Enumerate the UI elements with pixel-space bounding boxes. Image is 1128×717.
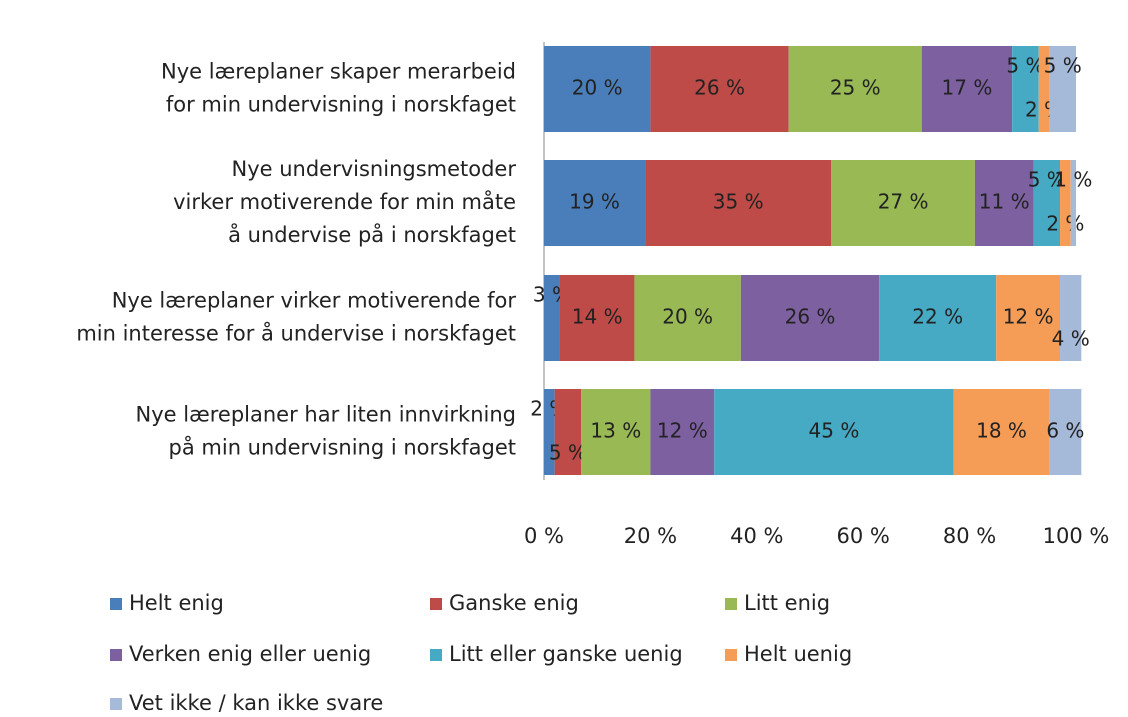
value-label: 5 % [1006,54,1044,78]
bar-segment [1070,160,1076,246]
value-label: 26 % [785,305,836,329]
bar-segment [634,275,741,361]
bar-segment [974,160,1034,246]
bar-segment [1012,46,1039,132]
bar-segment [831,160,975,246]
x-tick-label: 60 % [837,524,890,548]
value-label: 17 % [942,76,993,100]
value-label: 5 % [1044,54,1082,78]
bar-segment [1033,160,1061,246]
value-label: 13 % [590,419,641,443]
value-label: 14 % [572,305,623,329]
bar-segment [1049,46,1076,132]
value-label: 25 % [830,76,881,100]
x-tick-label: 80 % [943,524,996,548]
legend-swatch [110,598,122,610]
value-label: 20 % [572,76,623,100]
bar-segment [559,275,635,361]
x-tick-label: 0 % [524,524,564,548]
category-label: på min undervisning i norskfaget [169,435,516,460]
bar-segment [953,389,1050,475]
x-tick-label: 20 % [624,524,677,548]
bar-segment [645,160,832,246]
value-label: 6 % [1046,419,1084,443]
legend-swatch [725,598,737,610]
legend-swatch [430,598,442,610]
value-label: 4 % [1052,327,1090,351]
value-label: 5 % [1028,168,1066,192]
bar-segment [1060,160,1071,246]
value-label: 12 % [657,419,708,443]
bar-segment [921,46,1013,132]
x-tick-label: 100 % [1043,524,1110,548]
legend-swatch [110,698,122,710]
value-label: 11 % [979,190,1030,214]
x-tick-label: 40 % [730,524,783,548]
legend-label: Litt enig [744,591,830,615]
value-label: 35 % [713,190,764,214]
bar-segment [544,275,560,361]
bar-segment [740,275,880,361]
legend-label: Verken enig eller uenig [129,642,371,666]
value-label: 5 % [549,441,587,465]
value-label: 2 % [1046,212,1084,236]
category-label: for min undervisning i norskfaget [166,93,516,117]
legend-label: Helt uenig [744,642,852,666]
value-label: 18 % [976,419,1027,443]
bar-segment [650,46,789,132]
bar-segment [544,46,651,132]
category-label: Nye læreplaner har liten innvirkning [136,403,516,427]
value-label: 19 % [569,190,620,214]
category-label: min interesse for å undervise i norskfag… [76,321,516,346]
value-label: 45 % [809,419,860,443]
category-label: Nye læreplaner virker motiverende for [112,289,517,313]
bar-segment [1038,46,1050,132]
bar-segment [544,389,555,475]
value-label: 27 % [878,190,929,214]
bar-segment [996,275,1061,361]
legend-label: Vet ikke / kan ikke svare [129,691,383,715]
category-label: Nye undervisningsmetoder [231,157,516,181]
category-label: Nye læreplaner skaper merarbeid [161,60,516,84]
legend-label: Litt eller ganske uenig [449,642,683,666]
bar-segment [581,389,651,475]
value-label: 26 % [694,76,745,100]
legend-swatch [430,649,442,661]
bar-segment [879,275,997,361]
bar-segment [650,389,715,475]
bar-segment [788,46,922,132]
legend-swatch [725,649,737,661]
value-label: 20 % [662,305,713,329]
bar-segment [554,389,582,475]
value-label: 12 % [1003,305,1054,329]
legend-label: Ganske enig [449,591,579,615]
legend-swatch [110,649,122,661]
value-label: 22 % [912,305,963,329]
value-label: 1 % [1054,168,1092,192]
bar-segment [544,160,646,246]
category-label: virker motiverende for min måte [173,189,516,214]
bar-segment [1049,389,1082,475]
legend-label: Helt enig [129,591,224,615]
category-label: å undervise på i norskfaget [228,222,516,247]
bar-segment [714,389,954,475]
bar-segment [1060,275,1082,361]
